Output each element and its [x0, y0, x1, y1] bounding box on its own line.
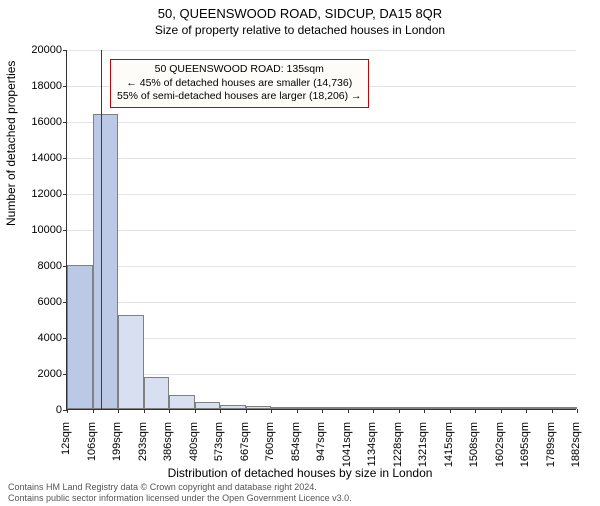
ytick-mark — [63, 230, 67, 231]
xtick-label: 293sqm — [137, 422, 149, 472]
ytick-label: 6000 — [22, 296, 62, 308]
ytick-mark — [63, 122, 67, 123]
histogram-bar — [348, 407, 374, 409]
xtick-mark — [348, 409, 349, 413]
xtick-label: 1415sqm — [443, 422, 455, 472]
xtick-label: 1134sqm — [366, 422, 378, 472]
histogram-bar — [271, 407, 297, 409]
ytick-mark — [63, 50, 67, 51]
ytick-mark — [63, 158, 67, 159]
xtick-label: 947sqm — [315, 422, 327, 472]
xtick-mark — [322, 409, 323, 413]
ytick-label: 20000 — [22, 44, 62, 56]
xtick-mark — [297, 409, 298, 413]
xtick-label: 1228sqm — [392, 422, 404, 472]
ytick-label: 12000 — [22, 188, 62, 200]
xtick-label: 1508sqm — [468, 422, 480, 472]
xtick-mark — [271, 409, 272, 413]
histogram-bar — [475, 407, 501, 409]
ytick-label: 0 — [22, 404, 62, 416]
histogram-bar — [169, 395, 195, 409]
footer-line1: Contains HM Land Registry data © Crown c… — [8, 482, 352, 493]
xtick-mark — [118, 409, 119, 413]
chart-container: 50, QUEENSWOOD ROAD, SIDCUP, DA15 8QR Si… — [0, 6, 600, 506]
xtick-label: 480sqm — [188, 422, 200, 472]
xtick-mark — [67, 409, 68, 413]
histogram-bar — [501, 407, 527, 409]
chart-subtitle: Size of property relative to detached ho… — [0, 23, 600, 37]
histogram-bar — [220, 405, 246, 410]
gridline — [67, 50, 576, 51]
xtick-label: 667sqm — [239, 422, 251, 472]
histogram-bar — [450, 407, 476, 409]
histogram-bar — [552, 407, 578, 409]
xtick-mark — [144, 409, 145, 413]
xtick-mark — [552, 409, 553, 413]
histogram-bar — [526, 407, 552, 409]
xtick-label: 199sqm — [111, 422, 123, 472]
xtick-label: 1695sqm — [519, 422, 531, 472]
highlight-line — [101, 50, 102, 409]
xtick-mark — [195, 409, 196, 413]
footer-line2: Contains public sector information licen… — [8, 493, 352, 504]
xtick-label: 106sqm — [86, 422, 98, 472]
histogram-bar — [322, 407, 348, 409]
gridline — [67, 194, 576, 195]
ytick-label: 4000 — [22, 332, 62, 344]
xtick-label: 386sqm — [162, 422, 174, 472]
xtick-mark — [501, 409, 502, 413]
xtick-mark — [399, 409, 400, 413]
xtick-mark — [246, 409, 247, 413]
xtick-label: 1041sqm — [341, 422, 353, 472]
ytick-label: 2000 — [22, 368, 62, 380]
xtick-mark — [169, 409, 170, 413]
histogram-bar — [93, 114, 119, 409]
ytick-label: 8000 — [22, 260, 62, 272]
info-box-line1: 50 QUEENSWOOD ROAD: 135sqm — [117, 63, 362, 77]
ytick-label: 10000 — [22, 224, 62, 236]
xtick-label: 12sqm — [60, 422, 72, 472]
gridline — [67, 230, 576, 231]
ytick-label: 14000 — [22, 152, 62, 164]
xtick-label: 854sqm — [290, 422, 302, 472]
xtick-mark — [577, 409, 578, 413]
xtick-label: 1882sqm — [570, 422, 582, 472]
xtick-label: 573sqm — [213, 422, 225, 472]
histogram-bar — [118, 315, 144, 409]
ytick-label: 16000 — [22, 116, 62, 128]
xtick-mark — [526, 409, 527, 413]
gridline — [67, 302, 576, 303]
xtick-mark — [475, 409, 476, 413]
chart-title: 50, QUEENSWOOD ROAD, SIDCUP, DA15 8QR — [0, 6, 600, 21]
ytick-mark — [63, 194, 67, 195]
gridline — [67, 158, 576, 159]
info-box-line2: ← 45% of detached houses are smaller (14… — [117, 77, 362, 91]
xtick-label: 1602sqm — [494, 422, 506, 472]
histogram-bar — [144, 377, 170, 409]
histogram-bar — [424, 407, 450, 409]
histogram-bar — [373, 407, 399, 409]
histogram-bar — [399, 407, 425, 409]
info-box: 50 QUEENSWOOD ROAD: 135sqm ← 45% of deta… — [110, 59, 369, 108]
footer-attribution: Contains HM Land Registry data © Crown c… — [8, 482, 352, 504]
y-axis-title: Number of detached properties — [4, 61, 18, 226]
xtick-mark — [424, 409, 425, 413]
histogram-bar — [246, 406, 272, 409]
xtick-label: 1789sqm — [545, 422, 557, 472]
xtick-mark — [450, 409, 451, 413]
histogram-bar — [67, 265, 93, 409]
xtick-mark — [220, 409, 221, 413]
xtick-label: 760sqm — [264, 422, 276, 472]
gridline — [67, 266, 576, 267]
xtick-mark — [373, 409, 374, 413]
histogram-bar — [195, 402, 221, 409]
ytick-mark — [63, 86, 67, 87]
info-box-line3: 55% of semi-detached houses are larger (… — [117, 90, 362, 104]
gridline — [67, 122, 576, 123]
xtick-mark — [93, 409, 94, 413]
histogram-bar — [297, 407, 323, 409]
ytick-label: 18000 — [22, 80, 62, 92]
xtick-label: 1321sqm — [417, 422, 429, 472]
